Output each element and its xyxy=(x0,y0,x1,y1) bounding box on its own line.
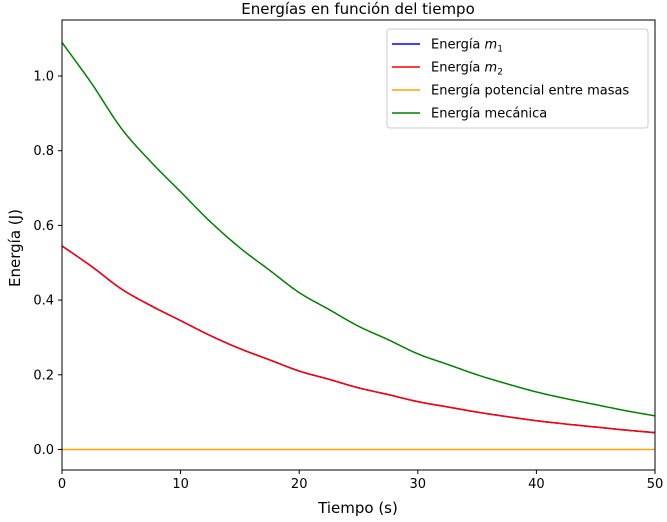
x-tick-label: 50 xyxy=(647,477,664,492)
x-axis-label: Tiempo (s) xyxy=(317,499,398,517)
y-tick-label: 1.0 xyxy=(33,70,54,85)
x-tick-label: 10 xyxy=(172,477,189,492)
legend-entry-1: Energía m1 xyxy=(392,38,503,55)
series-line-4 xyxy=(61,41,656,417)
y-axis: 0.0 0.2 0.4 0.6 0.8 1.0 xyxy=(33,70,62,458)
legend-label: Energía m1 xyxy=(431,38,503,55)
chart-title: Energías en función del tiempo xyxy=(241,0,475,18)
x-tick-label: 30 xyxy=(410,477,427,492)
x-tick-label: 40 xyxy=(528,477,545,492)
y-tick-label: 0.4 xyxy=(33,294,54,309)
y-tick-label: 0.6 xyxy=(33,219,54,234)
y-tick-label: 0.2 xyxy=(33,368,54,383)
legend-entry-3: Energía potencial entre masas xyxy=(392,84,629,99)
legend-label: Energía mecánica xyxy=(431,107,547,122)
x-tick-label: 20 xyxy=(291,477,308,492)
legend-label: Energía m2 xyxy=(431,61,503,78)
x-tick-label: 0 xyxy=(58,477,66,492)
series-line-1 xyxy=(61,245,656,434)
legend: Energía m1 Energía m2 Energía potencial en… xyxy=(386,28,649,129)
plot-frame xyxy=(61,19,656,471)
legend-label: Energía potencial entre masas xyxy=(431,84,629,99)
y-tick-label: 0.0 xyxy=(33,443,54,458)
legend-entry-2: Energía m2 xyxy=(392,61,503,78)
series-layer xyxy=(61,41,656,451)
x-axis: 0 10 20 30 40 50 xyxy=(58,470,663,492)
y-axis-label: Energía (J) xyxy=(6,209,24,287)
y-tick-label: 0.8 xyxy=(33,144,54,159)
legend-entry-4: Energía mecánica xyxy=(392,107,547,122)
series-line-2 xyxy=(61,245,656,434)
legend-box xyxy=(386,28,649,129)
